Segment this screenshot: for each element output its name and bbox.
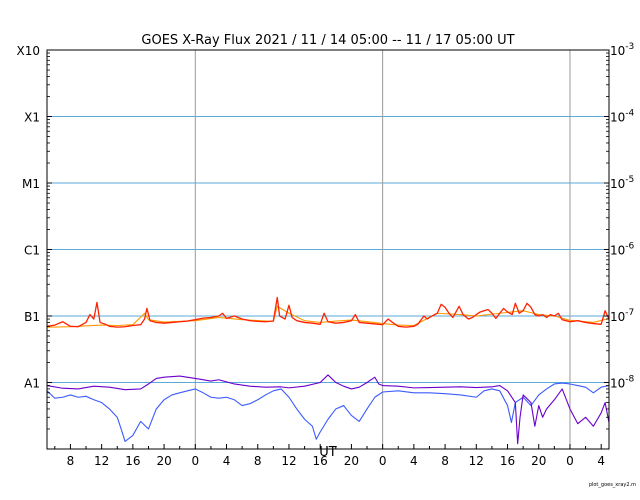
left-class-label: C1 (24, 244, 40, 258)
right-flux-label: 10-7 (610, 308, 634, 324)
x-tick-label: 4 (410, 454, 418, 468)
series-layer (46, 296, 610, 445)
left-class-label: A1 (24, 377, 40, 391)
chart-title: GOES X-Ray Flux 2021 / 11 / 14 05:00 -- … (141, 33, 514, 48)
left-class-label: M1 (22, 177, 40, 191)
left-class-label: X10 (17, 44, 41, 58)
x-tick-label: 16 (125, 454, 140, 468)
axis-ticks: 8 12 16 20 0 4 8 12 16 20 0 4 8 12 16 20 0 4 X10 10-3 X1 10-4… (17, 42, 635, 468)
grid-lines (47, 50, 609, 449)
x-tick-label: 0 (379, 454, 387, 468)
x-tick-label: 8 (254, 454, 262, 468)
series-line-long-secondary (46, 305, 610, 328)
plot-credit: plot_goes_xray2.m (589, 482, 636, 488)
series-line-long-primary (46, 296, 610, 328)
x-tick-label: 4 (223, 454, 231, 468)
right-flux-label: 10-5 (610, 175, 634, 191)
series-line-short-secondary (46, 382, 610, 442)
x-tick-label: 20 (531, 454, 546, 468)
x-tick-label: 20 (344, 454, 359, 468)
x-tick-label: 16 (313, 454, 328, 468)
right-flux-label: 10-8 (610, 375, 635, 391)
x-tick-label: 8 (67, 454, 75, 468)
x-tick-label: 16 (500, 454, 515, 468)
left-class-label: X1 (24, 111, 40, 125)
x-tick-label: 12 (281, 454, 296, 468)
x-tick-label: 0 (566, 454, 574, 468)
x-tick-label: 20 (156, 454, 171, 468)
x-tick-label: 12 (94, 454, 109, 468)
right-flux-label: 10-3 (610, 42, 634, 58)
x-tick-label: 4 (597, 454, 605, 468)
x-tick-label: 0 (191, 454, 199, 468)
right-flux-label: 10-6 (610, 242, 635, 258)
left-class-label: B1 (24, 310, 40, 324)
x-tick-label: 12 (469, 454, 484, 468)
series-line-short-primary (46, 374, 610, 445)
right-flux-label: 10-4 (610, 109, 635, 125)
x-axis-label: UT (319, 445, 337, 460)
x-tick-label: 8 (441, 454, 449, 468)
